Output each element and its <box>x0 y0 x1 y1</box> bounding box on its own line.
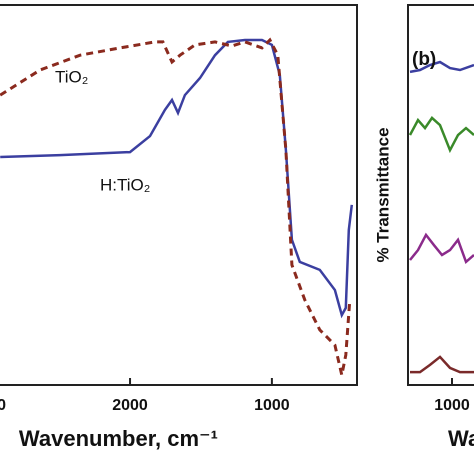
series-label: H:TiO₂ <box>100 175 150 194</box>
series-line <box>410 355 474 374</box>
x-tick-label: 3000 <box>0 397 6 414</box>
x-tick-label: 1000 <box>254 397 290 414</box>
series-line <box>409 232 474 265</box>
x-tick-label: 2000 <box>112 397 148 414</box>
series-line <box>409 60 474 74</box>
series-line <box>0 37 352 376</box>
series-label: TiO₂ <box>55 67 88 86</box>
x-axis-label: Wavenumber, cm⁻¹ <box>19 426 218 451</box>
series-line <box>0 38 354 319</box>
x-tick-label: 1000 <box>434 397 470 414</box>
series-line <box>408 116 474 154</box>
y-axis-label: % Transmittance <box>373 127 392 262</box>
plot-area <box>408 60 474 374</box>
x-axis-label: Wavenumber, cm⁻¹ <box>448 426 474 451</box>
plot-frame <box>0 4 358 386</box>
chart-title: (b) <box>412 49 436 70</box>
plot-area <box>0 37 354 376</box>
